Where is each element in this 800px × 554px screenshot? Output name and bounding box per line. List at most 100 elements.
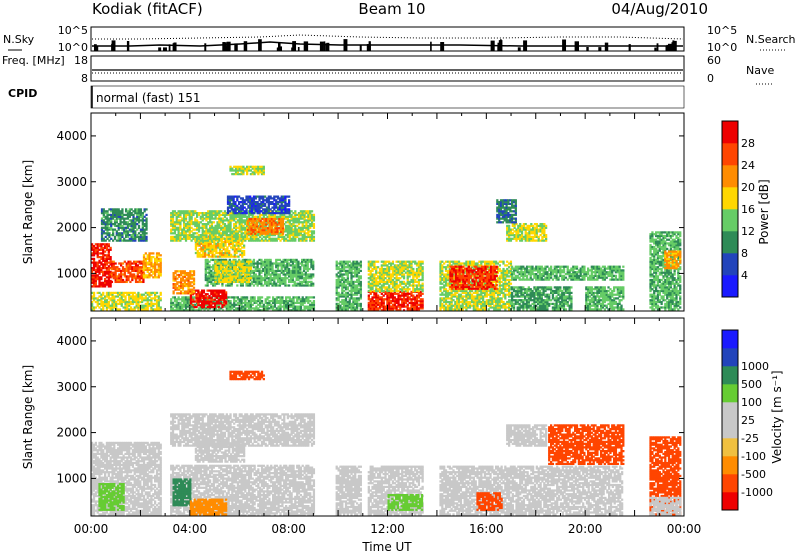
data-cell bbox=[229, 300, 232, 303]
data-cell bbox=[129, 273, 132, 276]
data-cell bbox=[134, 230, 137, 233]
data-cell bbox=[228, 210, 231, 213]
data-cell bbox=[244, 307, 247, 310]
noise-spike bbox=[606, 44, 608, 51]
data-cell bbox=[359, 280, 362, 284]
data-cell bbox=[131, 277, 134, 280]
data-cell bbox=[277, 296, 280, 299]
data-cell bbox=[206, 262, 209, 265]
data-cell bbox=[120, 280, 123, 284]
data-cell bbox=[232, 273, 235, 276]
data-cell bbox=[134, 219, 137, 222]
data-cell bbox=[137, 306, 140, 309]
data-cell bbox=[217, 295, 220, 298]
data-cell bbox=[268, 301, 271, 305]
data-cell bbox=[152, 304, 155, 307]
data-cell bbox=[212, 221, 215, 224]
data-cell bbox=[305, 300, 308, 303]
data-cell bbox=[213, 282, 217, 285]
data-cell bbox=[92, 248, 96, 251]
data-cell bbox=[121, 213, 124, 217]
data-cell bbox=[122, 293, 125, 296]
data-cell bbox=[217, 302, 220, 305]
data-cell bbox=[268, 303, 271, 306]
data-cell bbox=[254, 280, 257, 284]
data-cell bbox=[96, 300, 99, 304]
data-cell bbox=[141, 224, 144, 228]
data-cell bbox=[100, 234, 104, 237]
data-cell bbox=[142, 297, 146, 300]
data-cell bbox=[134, 262, 138, 265]
data-cell bbox=[109, 299, 112, 302]
data-cell bbox=[228, 250, 231, 253]
data-cell bbox=[226, 284, 230, 287]
data-cell bbox=[133, 291, 136, 295]
data-cell bbox=[159, 267, 162, 270]
data-cell bbox=[197, 293, 200, 296]
data-cell bbox=[179, 303, 182, 306]
data-cell bbox=[262, 169, 265, 172]
data-cell bbox=[130, 224, 133, 228]
data-cell bbox=[195, 296, 198, 300]
data-cell bbox=[214, 300, 217, 303]
data-cell bbox=[139, 300, 142, 304]
data-cell bbox=[150, 304, 153, 307]
data-cell bbox=[102, 243, 105, 246]
data-cell bbox=[142, 308, 146, 311]
data-cell bbox=[113, 295, 116, 298]
data-cell bbox=[233, 298, 236, 301]
data-cell bbox=[180, 270, 183, 273]
data-cell bbox=[123, 223, 126, 226]
data-cell bbox=[91, 281, 94, 284]
data-cell bbox=[117, 228, 120, 231]
data-cell bbox=[178, 286, 181, 289]
data-cell bbox=[100, 226, 104, 229]
data-cell bbox=[100, 245, 103, 248]
data-cell bbox=[191, 277, 194, 280]
data-cell bbox=[123, 269, 126, 273]
data-cell bbox=[107, 306, 110, 309]
data-cell bbox=[107, 254, 110, 257]
data-cell bbox=[107, 297, 110, 300]
data-cell bbox=[152, 270, 155, 273]
data-cell bbox=[118, 269, 121, 273]
data-cell bbox=[157, 263, 160, 266]
data-cell bbox=[142, 278, 145, 282]
data-cell bbox=[148, 252, 151, 255]
data-cell bbox=[247, 303, 251, 306]
data-cell bbox=[255, 305, 258, 308]
data-cell bbox=[312, 235, 316, 239]
data-cell bbox=[154, 259, 157, 262]
data-cell bbox=[128, 219, 131, 222]
data-cell bbox=[303, 298, 306, 301]
data-cell bbox=[189, 298, 193, 301]
data-cell bbox=[123, 217, 126, 220]
data-cell bbox=[124, 297, 127, 300]
data-cell bbox=[275, 309, 278, 312]
data-cell bbox=[141, 304, 144, 307]
data-cell bbox=[279, 303, 282, 306]
data-cell bbox=[195, 298, 198, 301]
data-cell bbox=[288, 267, 291, 271]
data-cell bbox=[133, 277, 136, 280]
data-cell bbox=[92, 306, 96, 309]
data-cell bbox=[238, 267, 241, 271]
data-cell bbox=[104, 272, 107, 275]
data-cell bbox=[208, 280, 211, 284]
data-cell bbox=[113, 224, 117, 228]
data-cell bbox=[309, 307, 312, 310]
data-cell bbox=[121, 266, 125, 269]
data-cell bbox=[196, 301, 199, 305]
data-cell bbox=[215, 293, 219, 296]
data-cell bbox=[257, 303, 260, 306]
data-cell bbox=[142, 263, 146, 266]
data-cell bbox=[178, 270, 181, 273]
data-cell bbox=[240, 301, 243, 305]
data-cell bbox=[120, 278, 123, 282]
data-cell bbox=[292, 301, 295, 305]
data-cell bbox=[303, 305, 306, 308]
data-cell bbox=[112, 208, 115, 211]
data-cell bbox=[115, 230, 118, 233]
data-cell bbox=[105, 302, 109, 306]
data-cell bbox=[102, 306, 105, 309]
